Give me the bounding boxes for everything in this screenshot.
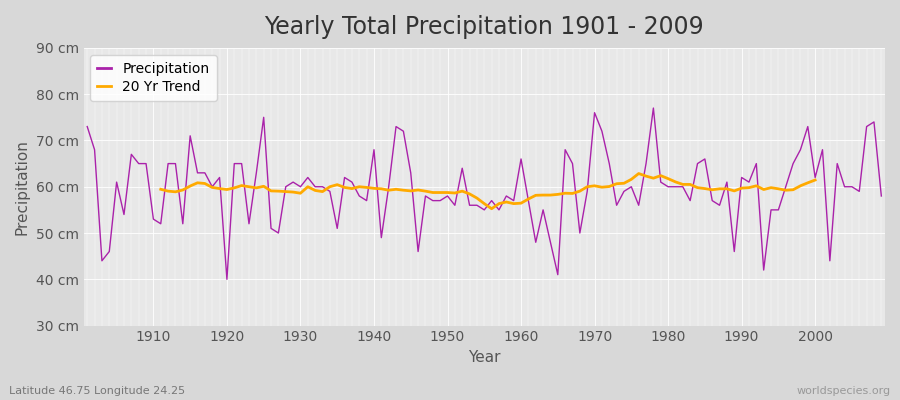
Precipitation: [310, 184, 320, 189]
20 Yr Trend: [634, 171, 644, 176]
Line: 20 Yr Trend: 20 Yr Trend: [161, 174, 815, 209]
Legend: Precipitation, 20 Yr Trend: Precipitation, 20 Yr Trend: [91, 55, 217, 101]
20 Yr Trend: [715, 186, 725, 191]
20 Yr Trend: [729, 188, 740, 193]
X-axis label: Year: Year: [468, 350, 500, 365]
Precipitation: [516, 156, 526, 161]
Text: worldspecies.org: worldspecies.org: [796, 386, 891, 396]
20 Yr Trend: [618, 181, 629, 186]
Precipitation: [523, 198, 534, 203]
Line: Precipitation: Precipitation: [87, 108, 881, 279]
Precipitation: [354, 194, 364, 198]
Precipitation: [611, 203, 622, 208]
Title: Yearly Total Precipitation 1901 - 2009: Yearly Total Precipitation 1901 - 2009: [265, 15, 704, 39]
20 Yr Trend: [486, 206, 497, 211]
20 Yr Trend: [244, 184, 255, 189]
Precipitation: [140, 161, 151, 166]
Y-axis label: Precipitation: Precipitation: [15, 139, 30, 235]
Precipitation: [82, 124, 93, 129]
Text: Latitude 46.75 Longitude 24.25: Latitude 46.75 Longitude 24.25: [9, 386, 185, 396]
20 Yr Trend: [810, 178, 821, 182]
Precipitation: [648, 106, 659, 110]
20 Yr Trend: [156, 187, 166, 192]
20 Yr Trend: [795, 184, 806, 188]
20 Yr Trend: [354, 184, 364, 189]
Precipitation: [221, 277, 232, 282]
Precipitation: [876, 194, 886, 198]
